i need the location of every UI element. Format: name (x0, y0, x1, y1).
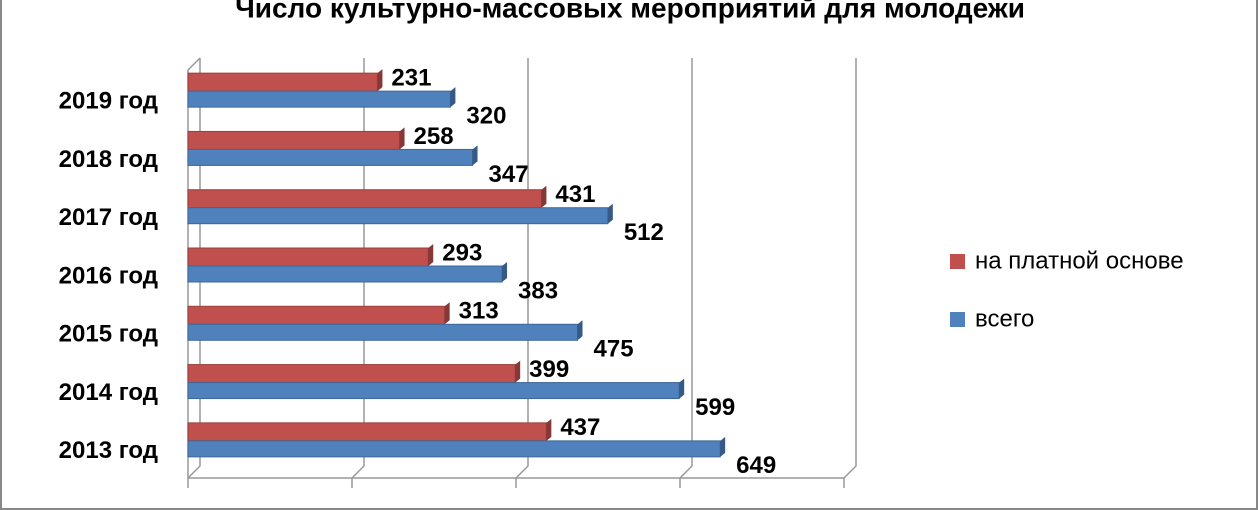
data-label: 383 (518, 277, 558, 304)
grid-line (843, 58, 857, 479)
data-label: 475 (594, 336, 634, 363)
data-label: 347 (489, 161, 529, 188)
bar-side (720, 436, 726, 457)
data-label: 431 (555, 181, 595, 208)
bar (187, 90, 451, 108)
bar (187, 323, 578, 341)
legend-label: на платной основе (975, 247, 1184, 274)
bar (187, 148, 474, 166)
bar-side (472, 145, 478, 166)
bar-side (577, 320, 583, 341)
chart-title: Число культурно-массовых мероприятий для… (235, 0, 1025, 23)
y-tick-label: 2013 год (59, 437, 158, 464)
y-tick-label: 2016 год (59, 262, 158, 289)
bar (187, 72, 378, 92)
bar-side (428, 244, 434, 266)
bar-side (377, 69, 383, 92)
bar-side (607, 203, 613, 224)
bar (187, 305, 446, 325)
data-label: 599 (695, 394, 735, 421)
y-tick-label: 2019 год (59, 87, 158, 114)
data-label: 258 (414, 123, 454, 150)
legend-label: всего (975, 305, 1034, 332)
data-label: 437 (560, 414, 600, 441)
bar (187, 422, 547, 442)
y-tick-label: 2014 год (59, 379, 158, 406)
bar-side (399, 127, 405, 150)
data-label: 313 (459, 298, 499, 325)
bar (187, 440, 721, 458)
grid-line (679, 58, 693, 479)
bar (187, 364, 516, 384)
bar-side (502, 262, 508, 282)
bar-side (541, 185, 547, 208)
bar-side (450, 87, 456, 108)
bar (187, 189, 542, 209)
data-label: 293 (442, 239, 482, 266)
y-tick-label: 2017 год (59, 204, 158, 231)
y-tick-label: 2015 год (59, 321, 158, 348)
bar (187, 265, 503, 283)
data-label: 320 (466, 102, 506, 129)
bar-side (515, 360, 521, 383)
bar-side (444, 302, 450, 325)
data-label: 512 (624, 219, 664, 246)
bar (187, 247, 429, 267)
data-label: 649 (736, 452, 776, 479)
bar (187, 382, 680, 400)
bar-side (679, 378, 685, 399)
axis-frame (187, 57, 201, 478)
legend-swatch (950, 254, 965, 269)
bar (187, 207, 609, 225)
y-tick-label: 2018 год (59, 146, 158, 173)
data-label: 399 (529, 356, 569, 383)
data-label: 231 (391, 64, 431, 91)
legend-swatch (950, 312, 965, 327)
bar (187, 130, 401, 150)
bar-side (546, 418, 552, 441)
